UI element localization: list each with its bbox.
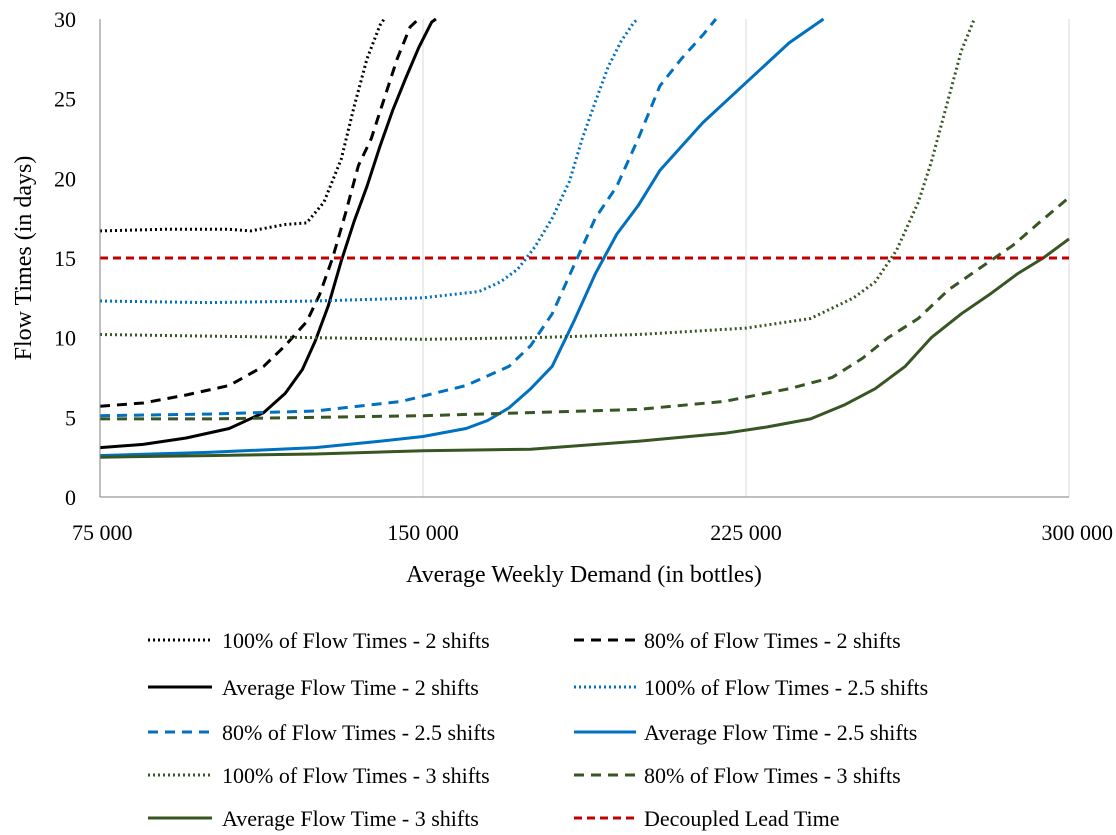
series-line-4 — [100, 17, 640, 305]
series-line-3 — [100, 17, 437, 450]
x-tick-label: 75 000 — [72, 520, 133, 545]
series-line-8 — [100, 196, 1070, 421]
legend-label-3: Average Flow Time - 2 shifts — [222, 675, 479, 700]
y-tick-label: 0 — [65, 485, 76, 510]
series-line-9 — [100, 237, 1070, 459]
y-tick-label: 10 — [54, 326, 76, 351]
legend-label-1: 100% of Flow Times - 2 shifts — [222, 628, 490, 653]
series-line-6 — [100, 17, 825, 458]
y-tick-label: 25 — [54, 87, 76, 112]
x-axis-title: Average Weekly Demand (in bottles) — [406, 562, 762, 588]
plot-series — [100, 17, 1070, 459]
y-axis-title: Flow Times (in days) — [11, 156, 37, 361]
legend-label-10: Decoupled Lead Time — [644, 806, 840, 831]
legend: 100% of Flow Times - 2 shifts 80% of Flow… — [148, 628, 928, 831]
legend-label-4: 100% of Flow Times - 2.5 shifts — [644, 675, 928, 700]
series-line-2 — [100, 17, 420, 408]
legend-label-6: Average Flow Time - 2.5 shifts — [644, 720, 917, 745]
legend-label-8: 80% of Flow Times - 3 shifts — [644, 763, 901, 788]
series-line-5 — [100, 18, 718, 418]
legend-label-9: Average Flow Time - 3 shifts — [222, 806, 479, 831]
y-tick-label: 30 — [54, 7, 76, 32]
legend-label-2: 80% of Flow Times - 2 shifts — [644, 628, 901, 653]
series-line-1 — [100, 18, 386, 233]
tick-labels: 75 000 150 000 225 000 300 000 0 5 10 15 20 25 30 — [54, 7, 1113, 545]
x-tick-label: 150 000 — [387, 520, 459, 545]
axes — [99, 19, 1069, 498]
y-tick-label: 5 — [65, 405, 76, 430]
y-tick-label: 15 — [54, 246, 76, 271]
x-tick-label: 300 000 — [1042, 520, 1114, 545]
x-tick-label: 225 000 — [710, 520, 782, 545]
series-line-7 — [100, 18, 976, 341]
legend-label-5: 80% of Flow Times - 2.5 shifts — [222, 720, 495, 745]
legend-label-7: 100% of Flow Times - 3 shifts — [222, 763, 490, 788]
y-tick-label: 20 — [54, 166, 76, 191]
